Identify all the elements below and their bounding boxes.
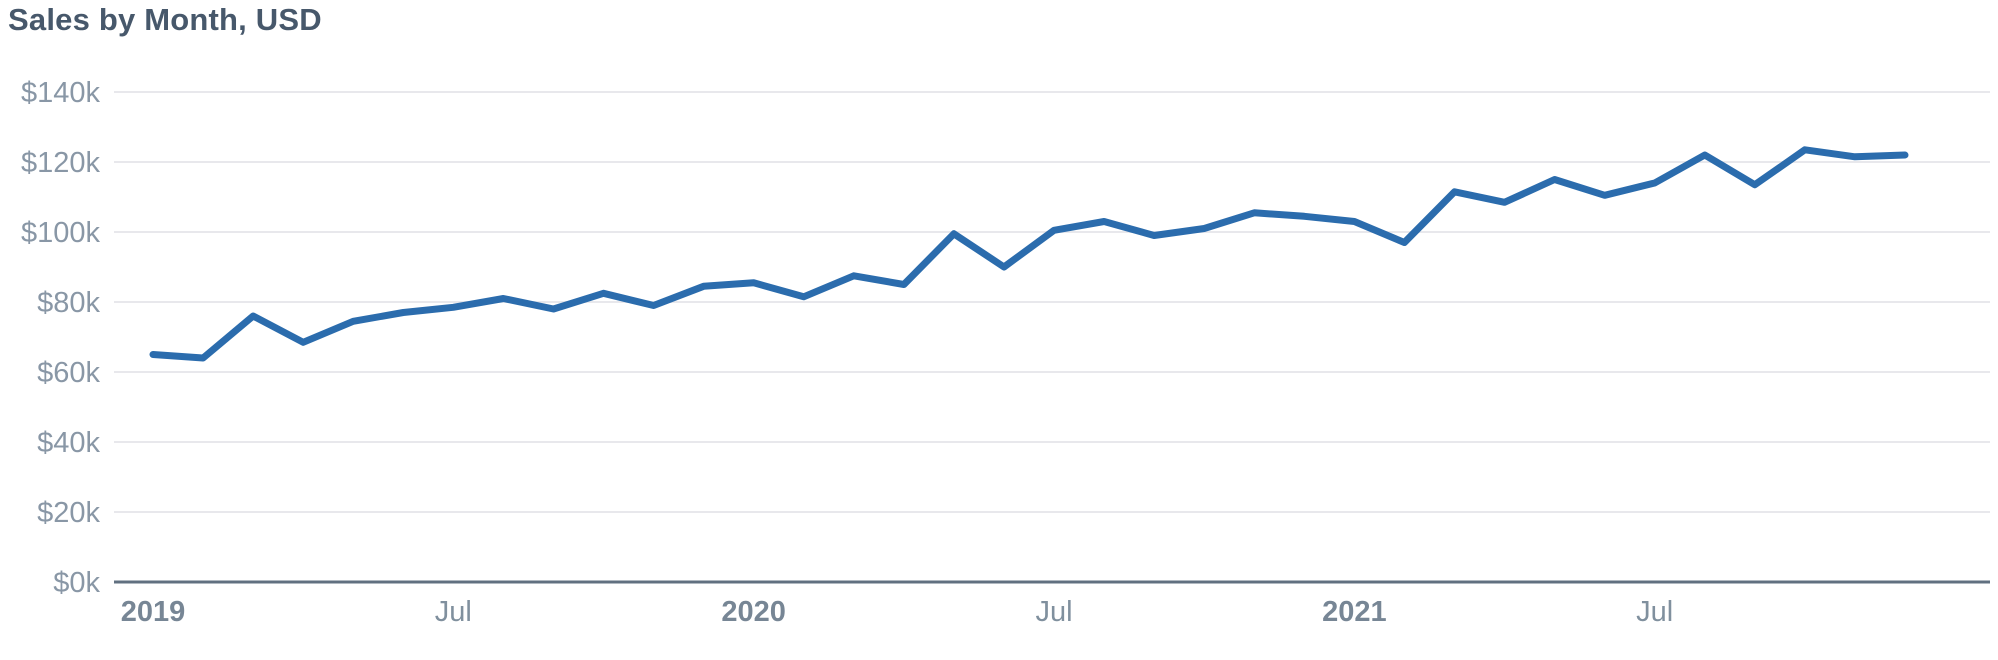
x-axis-labels: 2019 Jul 2020 Jul 2021 Jul: [121, 596, 1674, 628]
gridlines-group: [114, 91, 1990, 584]
y-tick-label: $80k: [37, 287, 100, 319]
x-tick-label: 2019: [121, 596, 186, 628]
y-tick-label: $40k: [37, 427, 100, 459]
y-tick-label: $60k: [37, 357, 100, 389]
chart-title: Sales by Month, USD: [8, 2, 322, 37]
y-tick-label: $20k: [37, 497, 100, 529]
x-tick-label: 2021: [1322, 596, 1387, 628]
x-tick-label: Jul: [1035, 596, 1072, 628]
y-tick-label: $140k: [21, 77, 101, 109]
y-tick-label: $0k: [53, 567, 100, 599]
y-tick-label: $120k: [21, 147, 101, 179]
x-tick-label: Jul: [435, 596, 472, 628]
x-tick-label: Jul: [1636, 596, 1673, 628]
x-tick-label: 2020: [721, 596, 786, 628]
y-tick-label: $100k: [21, 217, 101, 249]
sales-line-series: [149, 146, 1909, 362]
y-axis-labels: $0k $20k $40k $60k $80k $100k $120k $140k: [21, 77, 101, 599]
